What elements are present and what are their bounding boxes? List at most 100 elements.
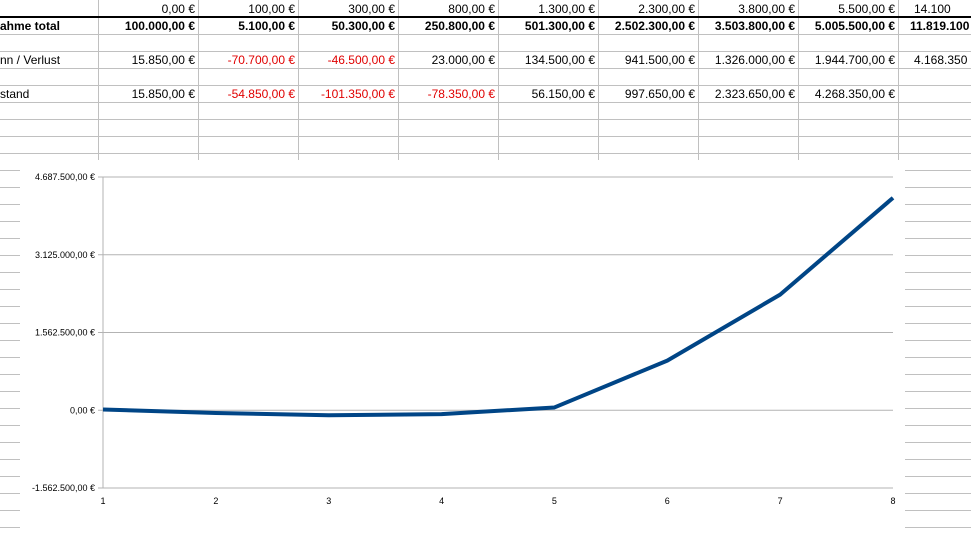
row-gridline — [905, 527, 971, 528]
row-gridline — [905, 442, 971, 443]
value-cell[interactable]: -54.850,00 € — [227, 87, 295, 101]
row-gridline — [0, 221, 20, 222]
row-label-cell[interactable]: nn / Verlust — [0, 53, 61, 67]
value-cell[interactable]: 501.300,00 € — [524, 19, 595, 33]
row-gridline — [905, 255, 971, 256]
value-cell[interactable]: 56.150,00 € — [531, 87, 595, 101]
value-cell[interactable]: 997.650,00 € — [624, 87, 695, 101]
value-cell[interactable]: -78.350,00 € — [427, 87, 495, 101]
row-gridline — [0, 272, 20, 273]
value-cell[interactable]: 100,00 € — [248, 2, 295, 16]
value-cell[interactable]: 2.300,00 € — [638, 2, 695, 16]
value-cell[interactable]: -101.350,00 € — [320, 87, 395, 101]
row-gridline — [0, 408, 20, 409]
value-cell[interactable]: 1.326.000,00 € — [714, 53, 795, 67]
value-cell[interactable]: 15.850,00 € — [131, 53, 195, 67]
value-cell[interactable]: 250.800,00 € — [424, 19, 495, 33]
row-gridline — [0, 170, 20, 171]
row-gridline — [0, 374, 20, 375]
y-tick-label: 0,00 € — [70, 405, 95, 415]
row-gridline — [0, 34, 971, 35]
row-gridline — [0, 459, 20, 460]
row-gridline — [0, 255, 20, 256]
row-gridline — [905, 323, 971, 324]
x-tick-label: 4 — [439, 496, 444, 506]
row-gridline — [0, 442, 20, 443]
value-cell[interactable]: 15.850,00 € — [131, 87, 195, 101]
value-cell[interactable]: 4.168.350 — [914, 53, 968, 67]
row-gridline — [0, 85, 971, 86]
row-gridline — [905, 493, 971, 494]
header-border — [0, 16, 971, 18]
row-gridline — [0, 153, 971, 154]
x-tick-label: 6 — [665, 496, 670, 506]
value-cell[interactable]: 300,00 € — [348, 2, 395, 16]
y-tick-label: 1.562.500,00 € — [35, 328, 95, 338]
x-tick-label: 8 — [890, 496, 895, 506]
row-gridline — [0, 391, 20, 392]
row-gridline — [905, 391, 971, 392]
row-gridline — [905, 408, 971, 409]
value-cell[interactable]: 3.503.800,00 € — [714, 19, 795, 33]
y-tick-label: 3.125.000,00 € — [35, 250, 95, 260]
row-gridline — [0, 425, 20, 426]
row-gridline — [905, 221, 971, 222]
value-cell[interactable]: -46.500,00 € — [327, 53, 395, 67]
row-gridline — [0, 476, 20, 477]
x-tick-label: 3 — [326, 496, 331, 506]
y-tick-label: -1.562.500,00 € — [32, 483, 95, 493]
line-chart[interactable]: -1.562.500,00 € 0,00 € 1.562.500,00 € 3.125… — [0, 160, 971, 544]
row-gridline — [905, 170, 971, 171]
row-gridline — [905, 306, 971, 307]
row-gridline — [905, 204, 971, 205]
row-gridline — [905, 187, 971, 188]
value-cell[interactable]: 800,00 € — [448, 2, 495, 16]
value-cell[interactable]: 5.500,00 € — [838, 2, 895, 16]
row-gridline — [0, 493, 20, 494]
row-gridline — [0, 340, 20, 341]
value-cell[interactable]: 5.100,00 € — [238, 19, 295, 33]
row-gridline — [0, 323, 20, 324]
row-gridline — [905, 272, 971, 273]
x-tick-label: 2 — [213, 496, 218, 506]
row-label-cell[interactable]: ahme total — [0, 19, 61, 33]
row-gridline — [905, 476, 971, 477]
value-cell[interactable]: 100.000,00 € — [124, 19, 195, 33]
row-gridline — [0, 204, 20, 205]
x-tick-label: 7 — [778, 496, 783, 506]
row-gridline — [905, 289, 971, 290]
value-cell[interactable]: 23.000,00 € — [431, 53, 495, 67]
value-cell[interactable]: 4.268.350,00 € — [814, 87, 895, 101]
row-gridline — [0, 289, 20, 290]
x-tick-label: 1 — [100, 496, 105, 506]
value-cell[interactable]: 941.500,00 € — [624, 53, 695, 67]
row-gridline — [905, 238, 971, 239]
row-gridline — [0, 136, 971, 137]
row-gridline — [0, 51, 971, 52]
value-cell[interactable]: 2.502.300,00 € — [614, 19, 695, 33]
value-cell[interactable]: 5.005.500,00 € — [814, 19, 895, 33]
value-cell[interactable]: -70.700,00 € — [227, 53, 295, 67]
row-gridline — [905, 374, 971, 375]
row-label-cell[interactable]: stand — [0, 87, 30, 101]
value-cell[interactable]: 50.300,00 € — [331, 19, 395, 33]
value-cell[interactable]: 3.800,00 € — [738, 2, 795, 16]
value-cell[interactable]: 134.500,00 € — [524, 53, 595, 67]
value-cell[interactable]: 2.323.650,00 € — [714, 87, 795, 101]
row-gridline — [0, 102, 971, 103]
row-gridline — [0, 510, 20, 511]
value-cell[interactable]: 0,00 € — [161, 2, 195, 16]
row-gridline — [905, 357, 971, 358]
row-gridline — [0, 119, 971, 120]
value-cell[interactable]: 14.100 — [914, 2, 951, 16]
series-line — [102, 196, 895, 418]
value-cell[interactable]: 1.944.700,00 € — [814, 53, 895, 67]
value-cell[interactable]: 11.819.100 — [910, 19, 970, 33]
x-tick-label: 5 — [552, 496, 557, 506]
row-gridline — [0, 68, 971, 69]
value-cell[interactable]: 1.300,00 € — [538, 2, 595, 16]
row-gridline — [905, 459, 971, 460]
row-gridline — [905, 510, 971, 511]
chart-area — [20, 160, 905, 544]
